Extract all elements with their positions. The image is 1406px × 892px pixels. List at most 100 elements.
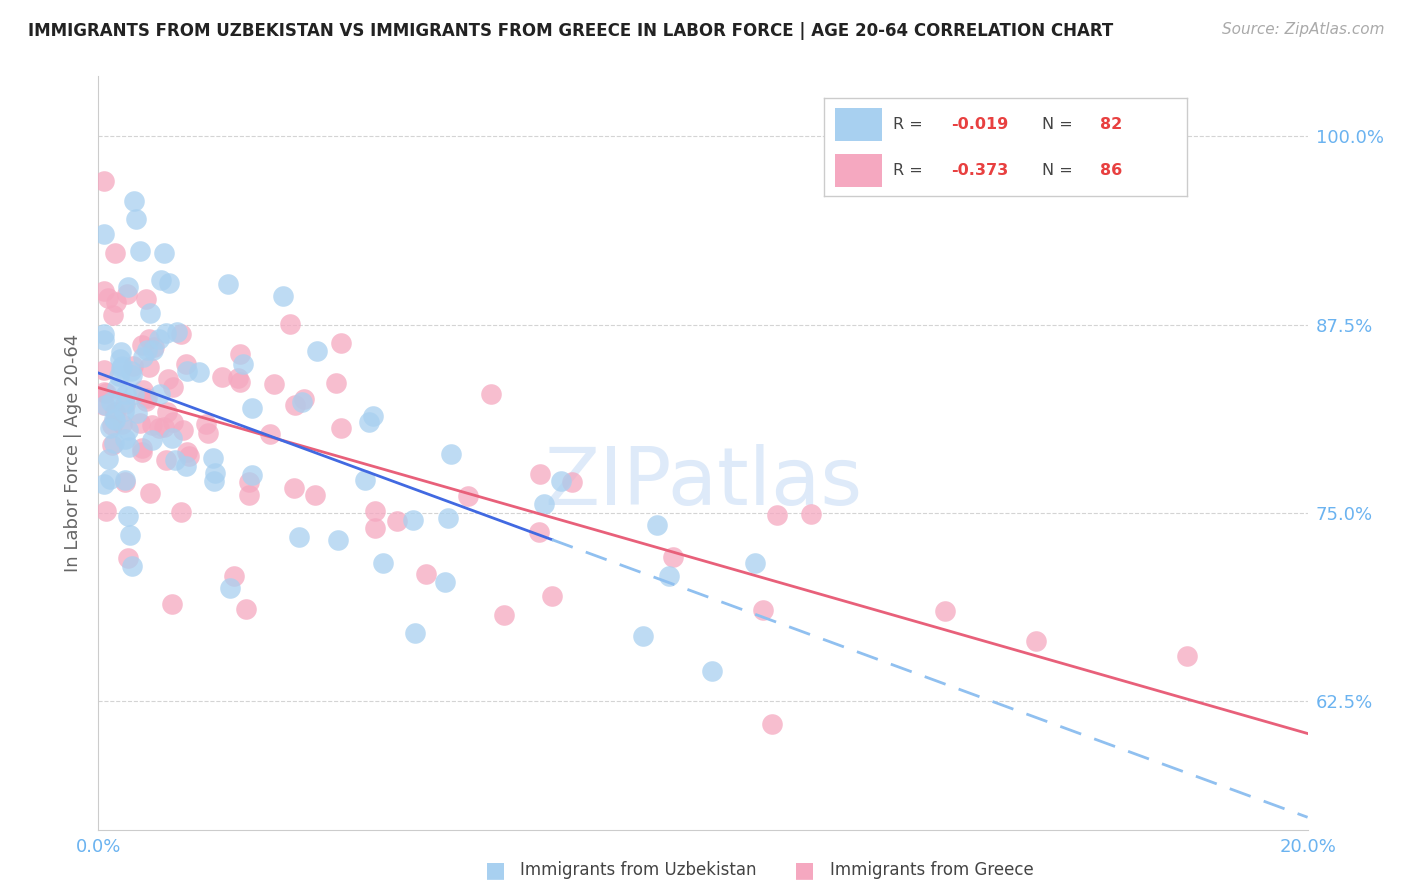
Point: [700, 665, 723, 679]
Point: [157, 276, 180, 290]
Point: [101, 417, 124, 432]
Point: [481, 387, 503, 401]
Point: [744, 557, 766, 571]
Point: [114, 432, 136, 446]
Point: [761, 716, 783, 731]
Point: [662, 550, 685, 565]
Point: [93, 363, 115, 377]
Point: [163, 453, 186, 467]
Point: [148, 421, 170, 435]
Point: [433, 575, 456, 590]
Point: [330, 336, 353, 351]
Point: [94, 398, 117, 412]
Point: [226, 370, 249, 384]
Point: [325, 376, 347, 390]
Point: [219, 582, 242, 596]
Point: [153, 419, 176, 434]
Point: [160, 597, 183, 611]
Point: [111, 417, 134, 431]
Point: [457, 490, 479, 504]
Point: [132, 351, 155, 365]
Point: [494, 607, 516, 622]
Point: [93, 333, 115, 347]
Point: [195, 417, 218, 431]
Point: [121, 558, 143, 573]
Point: [98, 472, 121, 486]
Point: [122, 386, 145, 401]
Point: [271, 289, 294, 303]
Point: [550, 474, 572, 488]
Point: [235, 602, 257, 616]
Point: [1024, 634, 1046, 648]
Point: [240, 467, 263, 482]
Text: ZIPatlas: ZIPatlas: [544, 444, 862, 522]
Point: [118, 528, 141, 542]
Point: [117, 551, 139, 566]
Point: [110, 359, 132, 373]
Point: [152, 245, 174, 260]
Point: [561, 475, 583, 489]
Point: [330, 421, 353, 435]
Point: [101, 309, 124, 323]
Point: [238, 475, 260, 490]
Text: Immigrants from Greece: Immigrants from Greece: [830, 861, 1033, 879]
Point: [204, 467, 226, 481]
Point: [232, 357, 254, 371]
Point: [104, 405, 127, 419]
Point: [156, 405, 179, 419]
Point: [238, 488, 260, 502]
Point: [149, 386, 172, 401]
Point: [122, 359, 145, 373]
Point: [326, 533, 349, 547]
Point: [101, 438, 124, 452]
Point: [155, 326, 177, 340]
Point: [148, 332, 170, 346]
Point: [120, 364, 142, 378]
Point: [658, 569, 681, 583]
Point: [103, 436, 125, 450]
Point: [94, 385, 117, 400]
Point: [125, 406, 148, 420]
Point: [176, 445, 198, 459]
Point: [169, 505, 191, 519]
Point: [136, 343, 159, 358]
Point: [121, 368, 143, 383]
Point: [284, 398, 307, 412]
Point: [156, 371, 179, 385]
Point: [143, 340, 166, 354]
Point: [117, 508, 139, 523]
Point: [141, 433, 163, 447]
Point: [229, 375, 252, 389]
Point: [799, 508, 821, 522]
Point: [529, 524, 551, 539]
Point: [204, 474, 226, 488]
Point: [93, 476, 115, 491]
Text: IMMIGRANTS FROM UZBEKISTAN VS IMMIGRANTS FROM GREECE IN LABOR FORCE | AGE 20-64 : IMMIGRANTS FROM UZBEKISTAN VS IMMIGRANTS…: [28, 22, 1114, 40]
Point: [288, 530, 311, 544]
Point: [110, 352, 132, 367]
Point: [122, 194, 145, 208]
Point: [132, 383, 155, 397]
Point: [172, 423, 194, 437]
Point: [533, 497, 555, 511]
Point: [631, 629, 654, 643]
Point: [128, 244, 150, 259]
Point: [138, 332, 160, 346]
Point: [415, 566, 437, 581]
Point: [105, 381, 128, 395]
Point: [211, 370, 233, 384]
Point: [110, 360, 132, 375]
Point: [278, 317, 301, 331]
Point: [187, 365, 209, 379]
Point: [93, 227, 115, 241]
Point: [131, 441, 153, 455]
Point: [307, 344, 329, 359]
Point: [139, 485, 162, 500]
Point: [115, 387, 138, 401]
Point: [176, 364, 198, 378]
Point: [439, 447, 461, 461]
Point: [149, 273, 172, 287]
Point: [201, 451, 224, 466]
Point: [371, 556, 394, 570]
Point: [114, 397, 136, 411]
